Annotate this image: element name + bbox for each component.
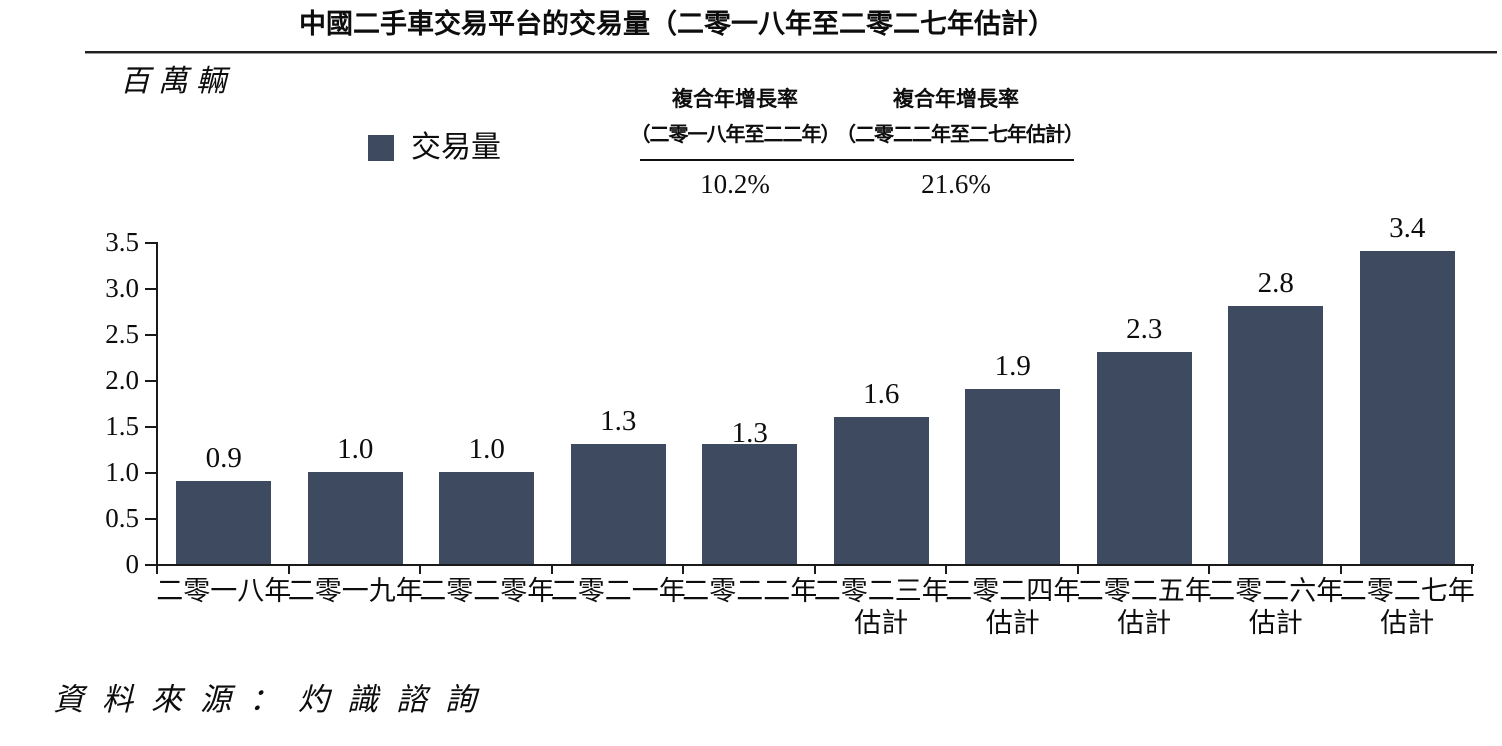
cagr-value-2022-2027: 21.6% (921, 169, 991, 199)
x-axis-tick (419, 566, 421, 574)
cagr-value-2018-2022: 10.2% (700, 169, 770, 199)
x-axis-tick (1339, 566, 1342, 574)
y-axis-tick (145, 334, 156, 336)
bar (176, 481, 271, 564)
y-axis-tick (145, 564, 156, 566)
x-axis-line (156, 564, 1474, 566)
bar (1096, 352, 1192, 564)
y-axis-tick-label: 0 (125, 549, 140, 579)
bar (833, 417, 929, 564)
bar (1228, 306, 1323, 564)
bar-value-label: 1.3 (600, 405, 637, 437)
y-axis-tick-label: 1.5 (105, 411, 139, 441)
bar-value-label: 1.0 (468, 433, 505, 465)
y-axis-tick (145, 518, 156, 520)
bar-value-label: 1.6 (863, 378, 900, 410)
bar-value-label: 2.3 (1126, 313, 1163, 345)
bar-value-label: 1.9 (994, 350, 1031, 382)
cagr-period: （二零二二年至二七年估計） (836, 124, 1084, 146)
bar-value-label: 0.9 (205, 442, 242, 474)
y-axis-line (156, 242, 158, 566)
x-axis-category-label: 二零二五年 估計 (1076, 576, 1212, 638)
y-axis-tick-label: 1.0 (105, 457, 139, 487)
bar-value-label: 1.3 (731, 417, 768, 449)
x-axis-tick (550, 566, 553, 574)
title-divider (85, 51, 1497, 54)
x-axis-category-label: 二零二四年 估計 (945, 576, 1081, 638)
x-axis-tick (682, 566, 684, 574)
y-axis-tick-label: 3.5 (105, 227, 139, 257)
y-axis-tick (145, 380, 156, 382)
bar (965, 389, 1060, 564)
bar (1359, 251, 1455, 564)
x-axis-category-label: 二零二六年 估計 (1208, 576, 1344, 638)
x-axis-tick (945, 566, 947, 574)
y-axis-unit-label: 百萬輛 (120, 65, 234, 98)
x-axis-category-label: 二零二一年 (550, 576, 686, 606)
x-axis-category-label: 二零二二年 (682, 576, 818, 606)
cagr-title: 複合年增長率 (672, 88, 798, 111)
legend-swatch-icon (368, 135, 394, 161)
x-axis-tick (1076, 566, 1079, 574)
legend: 交易量 (368, 133, 501, 163)
bar (570, 444, 666, 564)
cagr-period: （二零一八年至二二年） (630, 124, 841, 146)
y-axis-tick (145, 288, 156, 290)
y-axis-tick-label: 2.5 (105, 319, 139, 349)
x-axis-category-label: 二零二零年 (419, 576, 555, 606)
cagr-block-2022-2027: 複合年增長率 （二零二二年至二七年估計） (836, 84, 1084, 154)
x-axis-tick (1208, 566, 1210, 574)
y-axis-tick-label: 3.0 (105, 273, 139, 303)
bar (439, 472, 534, 564)
y-axis-tick-label: 2.0 (105, 365, 139, 395)
x-axis-tick (1471, 566, 1473, 574)
x-axis-tick (156, 566, 158, 574)
source-note: 資料來源：灼識諮詢 (53, 682, 494, 717)
bar-value-label: 2.8 (1257, 267, 1294, 299)
legend-label: 交易量 (411, 131, 501, 164)
y-axis-tick-label: 0.5 (105, 503, 139, 533)
chart-title: 中國二手車交易平台的交易量（二零一八年至二零二七年估計） (299, 9, 1055, 39)
y-axis-tick (145, 426, 156, 428)
bar-value-label: 3.4 (1389, 212, 1426, 244)
x-axis-category-label: 二零二七年 估計 (1339, 576, 1475, 638)
cagr-block-2018-2022: 複合年增長率 （二零一八年至二二年） (623, 84, 847, 154)
x-axis-tick (813, 566, 816, 574)
x-axis-tick (287, 566, 290, 574)
bar (307, 472, 403, 564)
cagr-title: 複合年增長率 (893, 88, 1019, 111)
x-axis-category-label: 二零一八年 (156, 576, 292, 606)
y-axis-tick (145, 242, 156, 244)
cagr-divider (640, 159, 1074, 161)
x-axis-category-label: 二零二三年 估計 (813, 576, 949, 638)
x-axis-category-label: 二零一九年 (287, 576, 423, 606)
bar (702, 444, 797, 564)
bar-value-label: 1.0 (337, 433, 374, 465)
y-axis-tick (145, 472, 156, 474)
